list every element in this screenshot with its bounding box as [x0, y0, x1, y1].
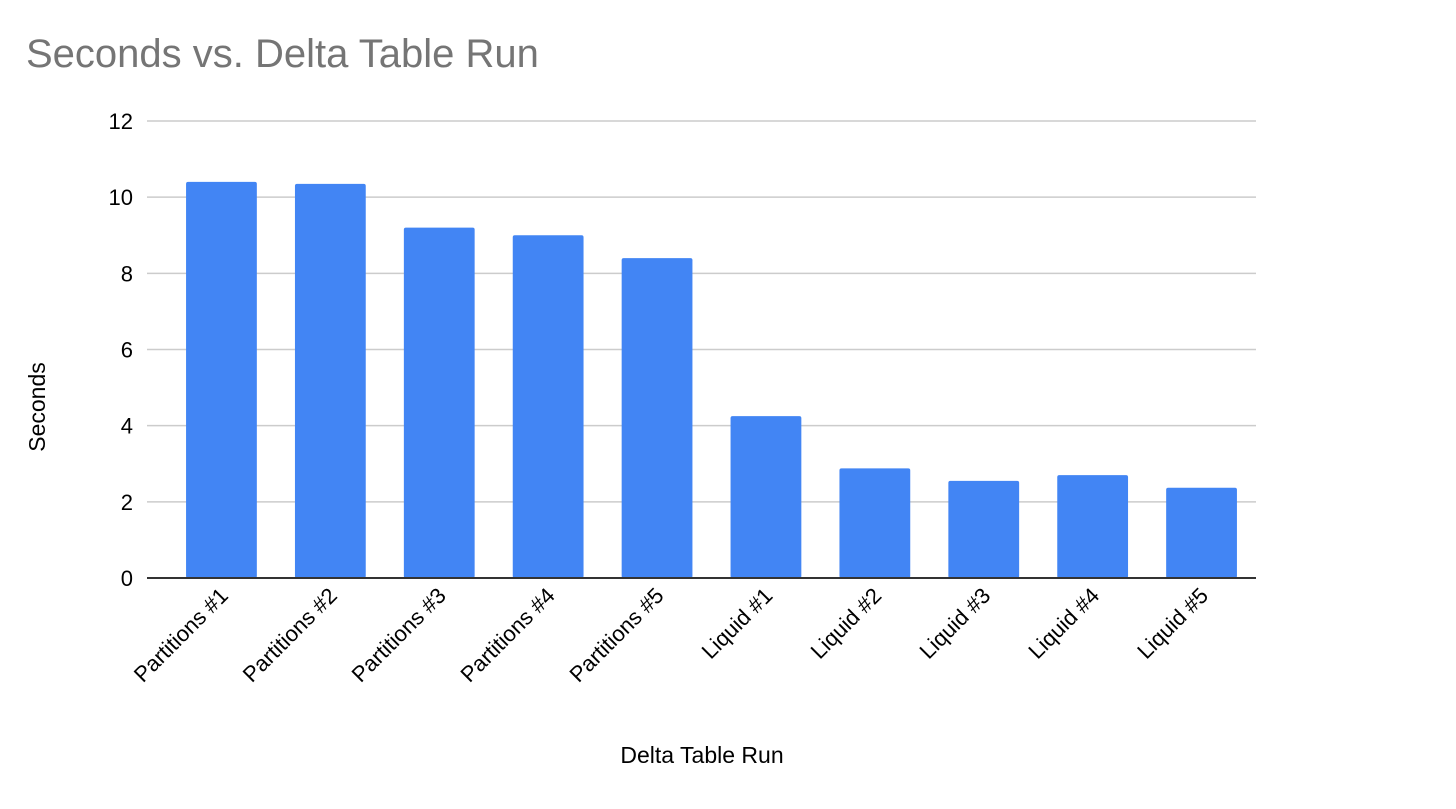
x-tick-label: Liquid #3 [914, 583, 995, 664]
bar [621, 258, 693, 578]
y-tick-label: 6 [121, 338, 133, 363]
x-tick-label: Liquid #4 [1023, 583, 1104, 664]
bar [186, 181, 257, 578]
bar [294, 183, 366, 578]
bar [730, 416, 802, 578]
x-tick-label: Liquid #5 [1132, 583, 1213, 664]
x-tick-label: Partitions #5 [564, 583, 668, 687]
bars [186, 181, 1237, 578]
chart-title: Seconds vs. Delta Table Run [26, 32, 539, 76]
x-tick-label: Partitions #2 [238, 583, 342, 687]
y-axis-ticks: 0 2 4 6 8 10 12 [109, 109, 133, 591]
x-tick-label: Partitions #1 [129, 583, 233, 687]
y-tick-label: 10 [109, 185, 133, 210]
bar [948, 480, 1020, 578]
y-tick-label: 0 [121, 566, 133, 591]
y-tick-label: 2 [121, 490, 133, 515]
x-axis-title: Delta Table Run [620, 742, 783, 768]
y-tick-label: 4 [121, 414, 133, 439]
bar [1166, 487, 1237, 578]
y-axis-title: Seconds [24, 362, 50, 452]
y-tick-label: 12 [109, 109, 133, 134]
bar [403, 227, 475, 578]
y-tick-label: 8 [121, 261, 133, 286]
bar [839, 468, 911, 578]
x-tick-label: Liquid #1 [697, 583, 778, 664]
x-tick-label: Partitions #3 [347, 583, 451, 687]
bar [1057, 475, 1129, 578]
x-tick-label: Liquid #2 [806, 583, 887, 664]
bar [512, 235, 584, 578]
x-tick-label: Partitions #4 [456, 583, 560, 687]
x-axis-ticks: Partitions #1 Partitions #2 Partitions #3 P… [129, 583, 1213, 687]
